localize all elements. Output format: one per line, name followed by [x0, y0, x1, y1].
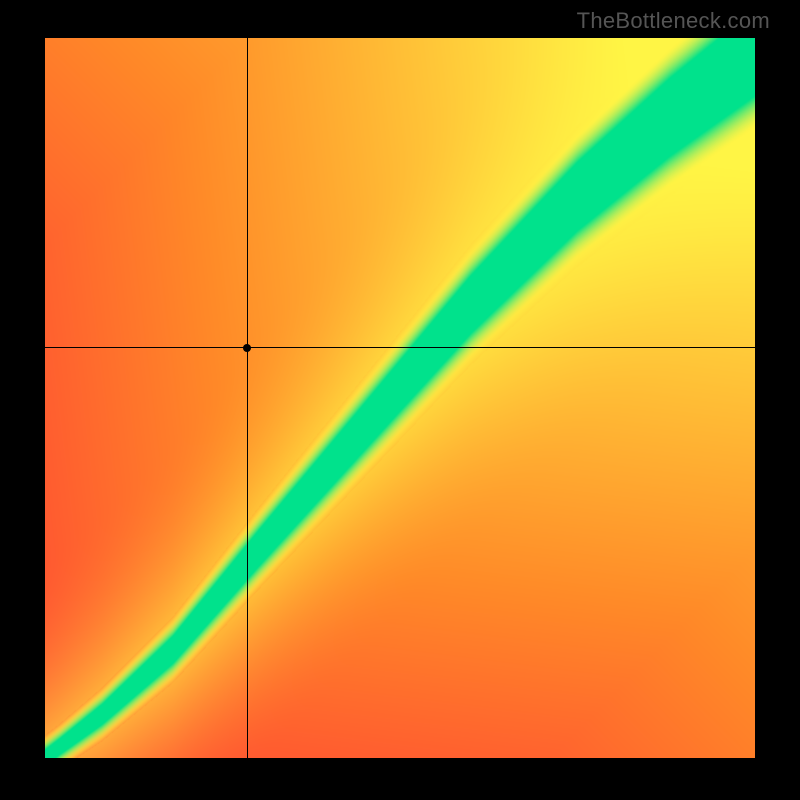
heatmap-plot: [45, 38, 755, 758]
heatmap-canvas: [45, 38, 755, 758]
crosshair-horizontal: [45, 347, 755, 348]
crosshair-point: [243, 344, 251, 352]
crosshair-vertical: [247, 38, 248, 758]
watermark-text: TheBottleneck.com: [577, 8, 770, 34]
